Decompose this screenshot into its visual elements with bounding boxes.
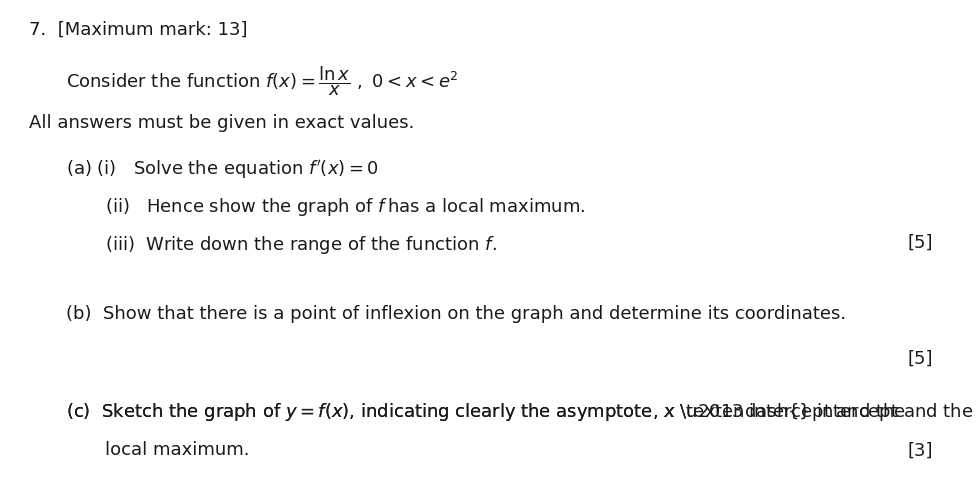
Text: (c)  Sketch the graph of $y = f(x)$, indicating clearly the asymptote, $x$ \text: (c) Sketch the graph of $y = f(x)$, indi…: [66, 401, 974, 423]
Text: (a) (i)   Solve the equation $f'(x) = 0$: (a) (i) Solve the equation $f'(x) = 0$: [66, 158, 380, 181]
Text: [3]: [3]: [908, 441, 933, 459]
Text: (b)  Show that there is a point of inflexion on the graph and determine its coor: (b) Show that there is a point of inflex…: [66, 305, 846, 323]
Text: [5]: [5]: [908, 234, 933, 252]
Text: 7.  [Maximum mark: 13]: 7. [Maximum mark: 13]: [29, 21, 248, 39]
Text: Consider the function $f(x) = \dfrac{\mathrm{ln}\,x}{x}\ ,\ 0 < x < e^{2}$: Consider the function $f(x) = \dfrac{\ma…: [66, 64, 459, 98]
Text: [5]: [5]: [908, 350, 933, 368]
Text: (c)  Sketch the graph of $y = f(x)$, indicating clearly the asymptote, x \u2013 : (c) Sketch the graph of $y = f(x)$, indi…: [66, 401, 907, 423]
Text: (ii)   Hence show the graph of $f\!$ has a local maximum.: (ii) Hence show the graph of $f\!$ has a…: [105, 196, 586, 218]
Text: (iii)  Write down the range of the function $f$.: (iii) Write down the range of the functi…: [105, 234, 497, 256]
Text: All answers must be given in exact values.: All answers must be given in exact value…: [29, 114, 415, 132]
Text: local maximum.: local maximum.: [105, 441, 250, 459]
